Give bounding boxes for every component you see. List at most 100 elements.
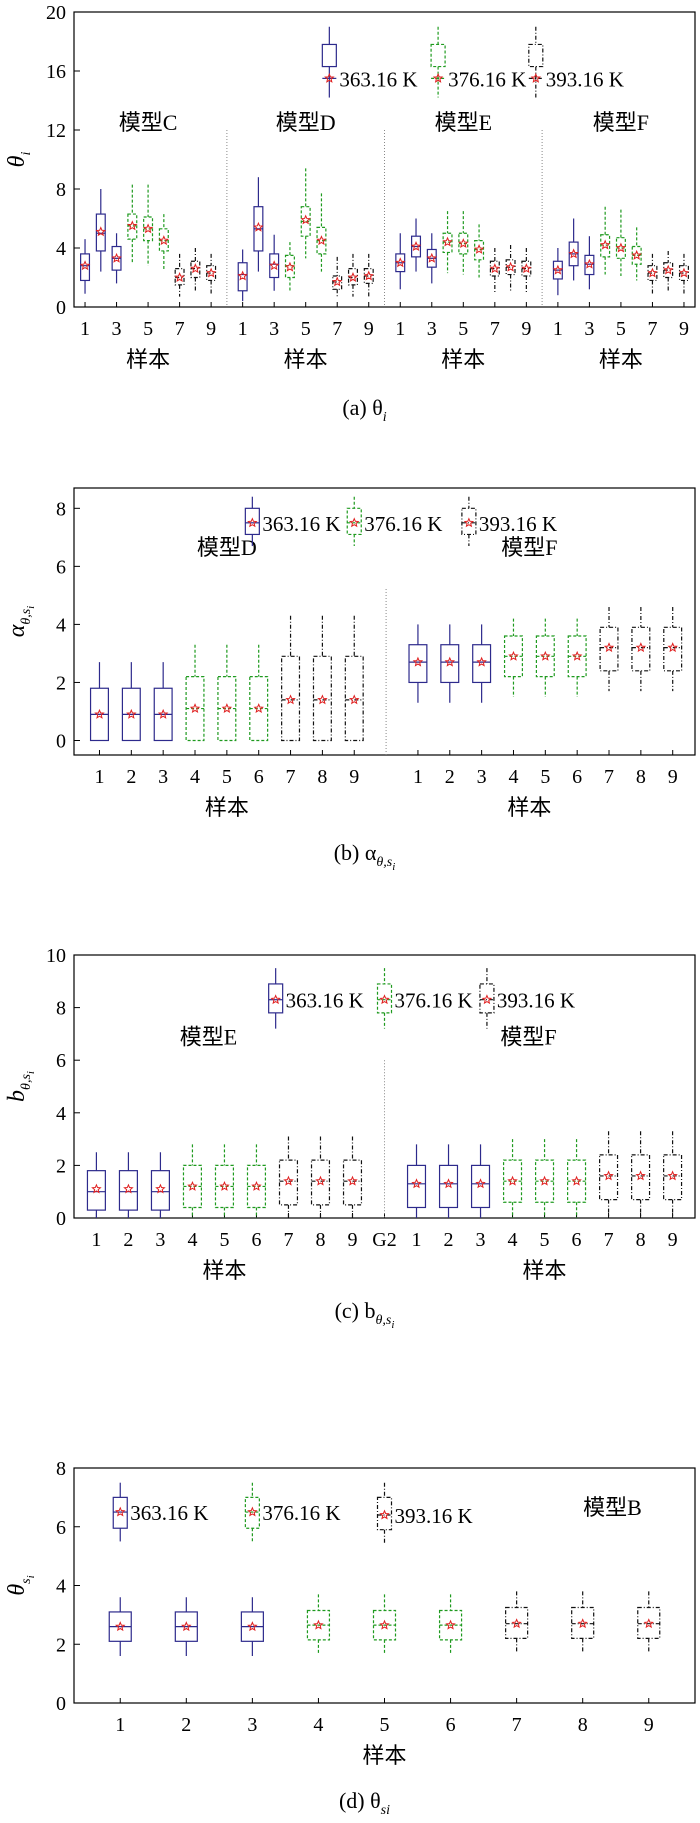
- box-39316: [637, 1591, 661, 1654]
- x-tick-label: 5: [540, 766, 550, 788]
- mean-marker: [247, 517, 258, 528]
- x-tick-label: 6: [254, 766, 264, 788]
- x-tick-label: 3: [584, 318, 594, 340]
- y-axis-label-sub: θ,s: [19, 1074, 34, 1090]
- y-axis-label-main: θ: [4, 155, 30, 167]
- panel-caption: (c) bθ,si: [335, 1298, 395, 1331]
- box-37616: [372, 1594, 397, 1655]
- box-39316: [312, 615, 332, 742]
- mean-marker: [511, 1618, 522, 1629]
- box-iqr: [310, 1159, 331, 1206]
- box-39316: [174, 253, 185, 297]
- box-36316: [237, 249, 248, 302]
- y-axis-label-main: b: [4, 1090, 30, 1102]
- x-tick-label: 9: [644, 1714, 654, 1736]
- legend-label: 376.16 K: [395, 989, 473, 1013]
- x-tick-label: 1: [395, 318, 405, 340]
- box-39316: [599, 1131, 619, 1218]
- box-iqr: [190, 260, 201, 279]
- legend-label: 363.16 K: [286, 989, 364, 1013]
- x-tick-label: 9: [668, 766, 678, 788]
- x-axis-label: 样本: [599, 347, 643, 372]
- mean-marker: [530, 72, 542, 83]
- box-36316: [395, 233, 406, 290]
- x-tick-label: 7: [286, 766, 296, 788]
- box-39316: [281, 615, 301, 742]
- x-tick-label: G2: [372, 1229, 396, 1251]
- box-36316: [121, 662, 141, 742]
- box-39316: [489, 248, 501, 293]
- box-iqr: [474, 240, 485, 261]
- x-tick-label: 3: [476, 1229, 486, 1251]
- box-iqr: [244, 1496, 260, 1529]
- box-iqr: [479, 983, 495, 1014]
- box-iqr: [442, 232, 453, 254]
- x-tick-label: 1: [413, 766, 423, 788]
- box-iqr: [312, 655, 332, 742]
- y-tick-label: 4: [56, 614, 66, 636]
- mean-marker: [123, 1183, 134, 1194]
- box-iqr: [376, 983, 393, 1014]
- mean-marker: [142, 223, 154, 234]
- mean-marker: [324, 72, 335, 83]
- box-39316: [344, 615, 364, 742]
- box-iqr: [637, 1606, 661, 1639]
- legend-label: 363.16 K: [339, 67, 417, 91]
- box-iqr: [158, 228, 169, 252]
- panel-caption: (d) θsi: [339, 1788, 390, 1818]
- x-tick-label: 5: [301, 318, 311, 340]
- mean-marker: [476, 656, 487, 667]
- box-36316: [86, 1152, 106, 1218]
- mean-marker: [315, 1175, 326, 1186]
- caption-sub: θ,s: [376, 1313, 392, 1328]
- box-iqr: [584, 254, 595, 276]
- box-36316: [406, 1144, 427, 1218]
- legend-swatch: [346, 496, 362, 547]
- box-37616: [306, 1594, 331, 1655]
- mean-marker: [599, 239, 611, 250]
- mean-marker: [571, 650, 583, 661]
- box-iqr: [269, 253, 280, 279]
- legend-label: 393.16 K: [546, 67, 624, 91]
- box-iqr: [281, 655, 301, 742]
- box-39316: [571, 1591, 595, 1654]
- y-tick-label: 0: [56, 1693, 66, 1715]
- box-iqr: [438, 1164, 459, 1209]
- box-iqr: [86, 1170, 106, 1211]
- mean-marker: [489, 263, 501, 274]
- mean-marker: [647, 267, 658, 278]
- box-iqr: [631, 245, 642, 265]
- mean-marker: [251, 1180, 262, 1191]
- x-tick-label: 5: [458, 318, 468, 340]
- box-39316: [521, 248, 532, 293]
- mean-marker: [463, 517, 475, 528]
- box-iqr: [461, 507, 477, 536]
- legend-swatch: [112, 1482, 128, 1542]
- plot-frame: [73, 487, 696, 756]
- legend-swatch: [244, 496, 260, 547]
- box-37616: [442, 211, 453, 274]
- x-tick-label: 1: [91, 1229, 101, 1251]
- mean-marker: [662, 264, 674, 275]
- box-39316: [647, 253, 658, 294]
- box-iqr: [408, 644, 428, 684]
- mean-marker: [631, 249, 642, 260]
- mean-marker: [521, 263, 532, 274]
- x-tick-label: 1: [412, 1229, 422, 1251]
- caption-sub: θ,s: [376, 855, 392, 870]
- box-iqr: [599, 626, 619, 672]
- y-axis-label-sub: θ,s: [19, 608, 34, 624]
- box-iqr: [143, 216, 154, 242]
- mean-marker: [313, 1619, 324, 1630]
- mean-marker: [347, 1175, 358, 1186]
- y-tick-label: 10: [46, 945, 66, 967]
- mean-marker: [432, 72, 444, 83]
- mean-marker: [395, 257, 406, 268]
- mean-marker: [115, 1506, 126, 1517]
- box-39316: [190, 248, 201, 293]
- x-tick-label: 8: [317, 766, 327, 788]
- mean-marker: [349, 517, 360, 528]
- mean-marker: [363, 270, 374, 281]
- x-tick-label: 3: [247, 1714, 257, 1736]
